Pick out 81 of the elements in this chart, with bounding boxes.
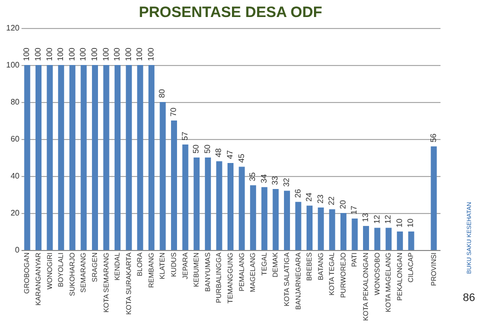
- bar: [103, 65, 110, 250]
- y-tick-label: 120: [6, 24, 20, 32]
- data-label: 20: [338, 200, 348, 209]
- bar: [92, 65, 98, 250]
- bar: [194, 158, 200, 250]
- bar: [114, 65, 121, 250]
- bar: [36, 65, 42, 250]
- data-label: 33: [270, 176, 280, 185]
- data-label: 70: [169, 107, 178, 116]
- bar: [126, 65, 132, 250]
- y-tick-label: 80: [10, 98, 20, 106]
- data-label: 35: [248, 172, 258, 182]
- bar: [408, 232, 414, 250]
- data-label: 22: [327, 196, 336, 206]
- data-label: 57: [180, 131, 190, 141]
- bar: [261, 187, 268, 250]
- data-label: 100: [90, 47, 99, 61]
- y-tick-label: 60: [10, 134, 20, 144]
- bar: [148, 65, 154, 250]
- data-label: 12: [372, 214, 382, 224]
- data-label: 13: [361, 212, 370, 222]
- bar: [69, 65, 76, 250]
- bar: [272, 188, 279, 250]
- data-label: 100: [101, 47, 110, 61]
- bar: [171, 120, 178, 250]
- data-label: 50: [192, 144, 201, 154]
- data-label: 24: [304, 192, 314, 202]
- data-label: 34: [259, 174, 268, 184]
- bar: [58, 65, 64, 250]
- bar: [352, 218, 358, 250]
- y-tick-label: 40: [10, 172, 20, 180]
- data-label: 100: [112, 47, 122, 61]
- bar: [160, 102, 166, 250]
- bar: [137, 65, 144, 250]
- data-label: 100: [124, 47, 133, 61]
- data-label: 56: [428, 132, 438, 142]
- y-tick-label: 0: [15, 246, 20, 254]
- bar: [396, 232, 403, 250]
- bar: [386, 228, 392, 250]
- data-label: 50: [202, 144, 212, 154]
- bar: [430, 146, 437, 250]
- data-label: 45: [236, 153, 246, 163]
- data-label: 17: [350, 205, 359, 215]
- data-label: 100: [22, 47, 32, 61]
- chart-title: PROSENTASE DESA ODF: [138, 4, 322, 21]
- data-label: 23: [316, 194, 325, 204]
- bar: [295, 202, 302, 250]
- bar: [374, 228, 380, 250]
- bar: [216, 161, 222, 250]
- data-label: 10: [406, 218, 416, 228]
- bar: [46, 65, 53, 250]
- data-label: 100: [44, 47, 54, 61]
- bar: [318, 207, 324, 250]
- bar: [306, 206, 313, 250]
- data-label: 100: [56, 47, 66, 61]
- bar: [284, 190, 290, 250]
- data-label: 100: [78, 47, 88, 61]
- data-label: 80: [158, 88, 167, 98]
- data-label: 26: [293, 188, 302, 198]
- data-label: 100: [135, 47, 144, 61]
- bar: [182, 144, 188, 250]
- bar: [204, 158, 211, 250]
- bar: [80, 65, 87, 250]
- bar: [329, 209, 336, 250]
- bar: [24, 65, 30, 250]
- text: 86: [462, 292, 476, 304]
- data-label: 12: [384, 214, 393, 224]
- data-label: 100: [146, 47, 156, 61]
- data-label: 32: [282, 177, 291, 187]
- data-label: 100: [34, 47, 43, 61]
- data-label: 47: [226, 150, 234, 160]
- data-label: 100: [67, 47, 76, 61]
- bar: [363, 226, 370, 250]
- bar: [340, 213, 346, 250]
- data-label: 48: [214, 148, 224, 158]
- y-tick-label: 100: [6, 60, 20, 70]
- bar: [250, 185, 256, 250]
- bar: [238, 166, 245, 250]
- y-tick-label: 20: [10, 208, 20, 218]
- data-label: 10: [394, 218, 404, 228]
- bar: [228, 163, 234, 250]
